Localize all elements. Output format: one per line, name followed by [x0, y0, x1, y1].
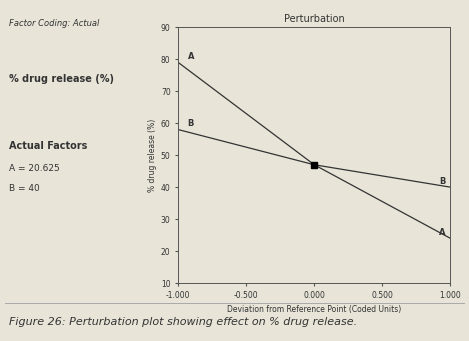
Text: Actual Factors: Actual Factors	[9, 141, 87, 151]
Text: A: A	[188, 52, 194, 61]
X-axis label: Deviation from Reference Point (Coded Units): Deviation from Reference Point (Coded Un…	[227, 305, 401, 314]
Text: B = 40: B = 40	[9, 184, 40, 193]
Text: Figure 26: Perturbation plot showing effect on % drug release.: Figure 26: Perturbation plot showing eff…	[9, 317, 357, 327]
Title: Perturbation: Perturbation	[284, 14, 345, 24]
Text: A = 20.625: A = 20.625	[9, 164, 60, 173]
Text: % drug release (%): % drug release (%)	[9, 74, 114, 84]
Text: B: B	[188, 119, 194, 128]
Text: Factor Coding: Actual: Factor Coding: Actual	[9, 19, 99, 28]
Text: B: B	[439, 177, 446, 186]
Text: A: A	[439, 228, 446, 237]
Y-axis label: % drug release (%): % drug release (%)	[148, 119, 157, 192]
